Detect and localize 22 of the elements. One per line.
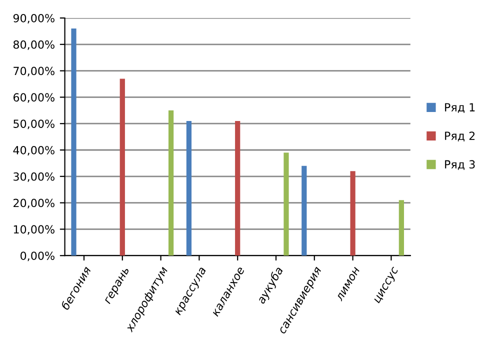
y-tick-label: 30,00% — [14, 172, 54, 182]
legend-label: Ряд 1 — [445, 103, 475, 113]
bar — [284, 152, 289, 256]
bar — [398, 200, 404, 256]
bar — [168, 110, 174, 256]
y-tick-label: 10,00% — [14, 225, 54, 235]
bar — [235, 120, 240, 256]
y-tick-label: 0,00% — [20, 252, 54, 262]
legend-label: Ряд 3 — [445, 160, 475, 170]
y-tick-label: 20,00% — [14, 198, 54, 208]
bar — [71, 28, 76, 256]
y-tick-label: 90,00% — [13, 14, 54, 24]
bar — [120, 78, 125, 256]
y-tick-label: 80,00% — [13, 40, 54, 50]
y-tick-label: 40,00% — [13, 146, 54, 156]
y-tick-label: 60,00% — [13, 93, 54, 103]
legend-label: Ряд 2 — [445, 132, 475, 142]
bar — [302, 166, 307, 256]
y-tick-label: 70,00% — [14, 66, 54, 76]
bar — [186, 120, 192, 256]
y-tick-label: 50,00% — [14, 120, 54, 130]
bar — [350, 171, 356, 256]
